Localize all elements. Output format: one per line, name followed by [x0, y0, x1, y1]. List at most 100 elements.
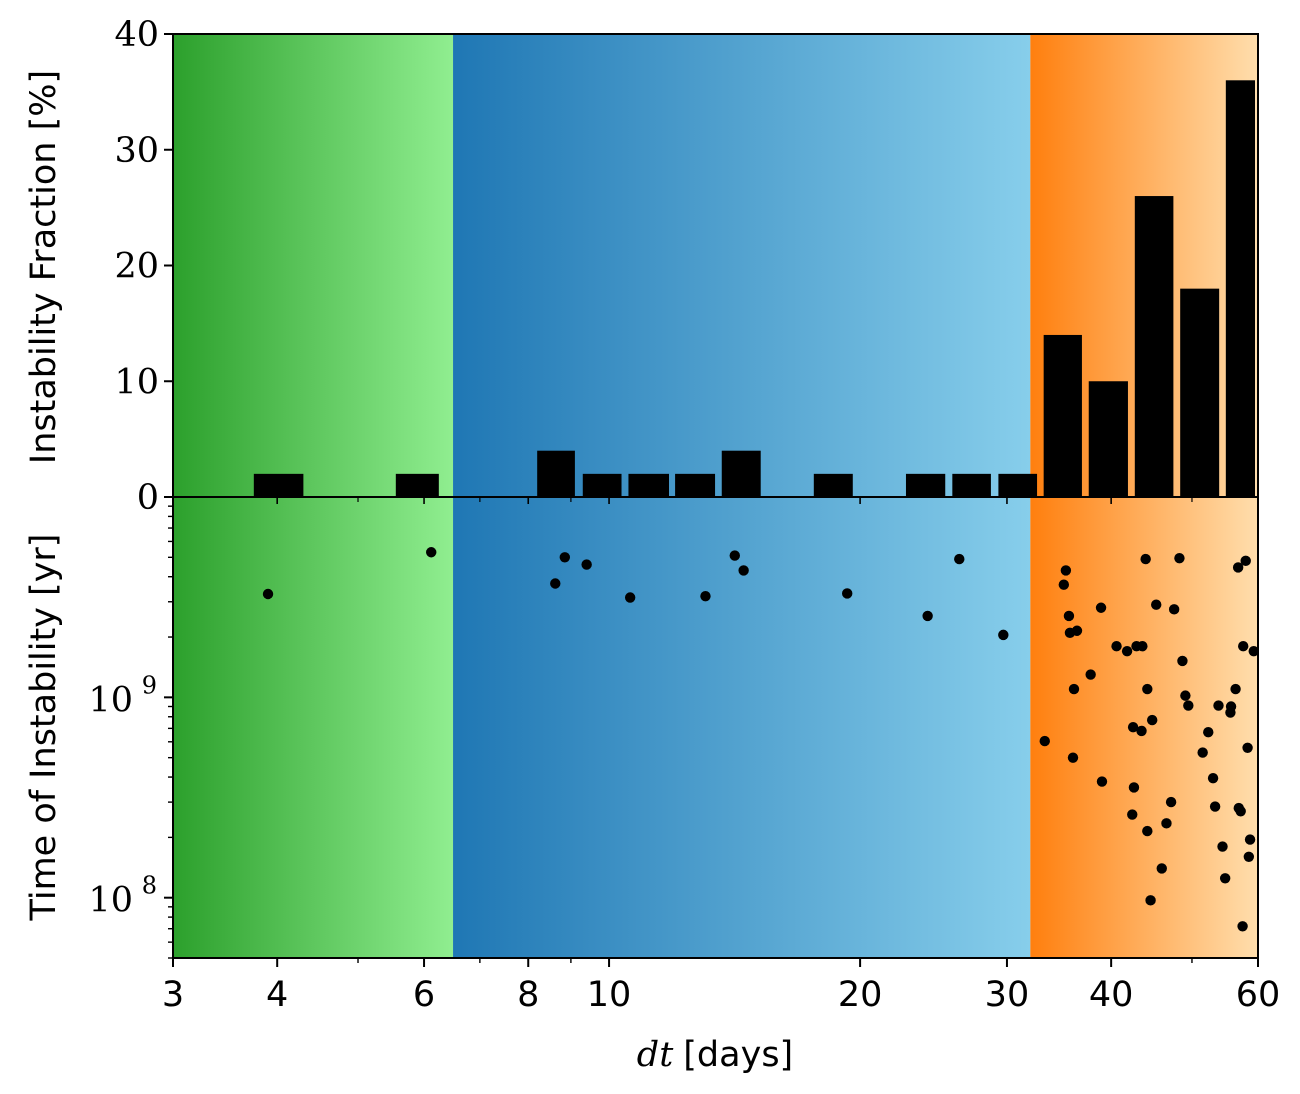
top-y-tick-label-20: 20	[114, 247, 159, 287]
color-bands-bottom	[173, 497, 1258, 958]
data-point-27	[1128, 782, 1140, 793]
data-point-49	[1209, 801, 1221, 812]
data-point-48	[1207, 772, 1219, 784]
data-point-30	[1136, 725, 1147, 737]
data-point-11	[954, 553, 965, 565]
axis-ticks: 0 10 20 30 40 10 8 10 9 3 4 6 8 10 20 30 40 60	[88, 15, 1280, 1015]
instability-time-points	[262, 547, 1259, 932]
data-point-21	[1085, 669, 1096, 680]
data-point-16	[1063, 610, 1075, 622]
bar-2	[537, 450, 575, 497]
bar-15	[1225, 80, 1255, 498]
top-y-tick-label-10: 10	[114, 362, 159, 402]
data-point-10	[922, 610, 933, 622]
bar-3	[582, 473, 622, 497]
bottom-y-axis-label: Time of Instability [yr]	[24, 534, 64, 922]
data-point-35	[1145, 895, 1156, 906]
data-point-36	[1146, 714, 1158, 726]
bar-7	[813, 473, 853, 497]
x-tick-label-4: 4	[266, 975, 288, 1015]
data-point-58	[1235, 806, 1246, 817]
data-point-9	[841, 588, 853, 599]
data-point-40	[1165, 796, 1177, 808]
x-tick-label-3: 3	[162, 975, 184, 1015]
data-point-44	[1180, 690, 1191, 701]
data-point-19	[1067, 752, 1079, 763]
data-point-56	[1232, 562, 1244, 573]
data-point-47	[1203, 726, 1214, 738]
bar-5	[675, 473, 716, 497]
data-point-3	[559, 552, 571, 563]
data-point-6	[700, 590, 711, 602]
data-point-65	[1248, 645, 1259, 657]
data-point-52	[1219, 873, 1231, 884]
data-point-32	[1140, 553, 1151, 565]
data-point-13	[1039, 735, 1050, 747]
data-point-64	[1244, 834, 1256, 845]
data-point-45	[1183, 700, 1194, 711]
x-tick-label-40: 40	[1089, 975, 1134, 1015]
data-point-50	[1213, 700, 1224, 711]
bar-13	[1134, 196, 1174, 498]
data-point-59	[1237, 921, 1248, 932]
data-point-7	[729, 550, 740, 561]
data-point-26	[1127, 721, 1139, 733]
x-axis-label: dt [days]	[637, 1035, 793, 1075]
bar-8	[905, 473, 946, 497]
data-point-5	[624, 592, 636, 603]
bar-11	[1043, 334, 1082, 497]
bar-6	[721, 450, 761, 497]
data-point-8	[738, 565, 749, 576]
data-point-20	[1071, 625, 1083, 636]
data-point-18	[1068, 683, 1080, 695]
x-tick-label-30: 30	[985, 975, 1030, 1015]
data-point-60	[1238, 641, 1249, 652]
bar-12	[1088, 381, 1128, 497]
data-point-61	[1240, 555, 1251, 567]
instability-fraction-bars	[253, 80, 1255, 498]
data-point-55	[1230, 683, 1241, 695]
bottom-y-tick-exponent: 9	[142, 671, 157, 699]
bottom-y-tick-label: 10	[88, 680, 133, 720]
data-point-62	[1242, 742, 1253, 753]
data-point-22	[1095, 602, 1107, 613]
data-point-46	[1197, 747, 1208, 758]
top-y-tick-label-40: 40	[114, 15, 159, 55]
data-point-43	[1177, 655, 1188, 667]
x-tick-label-8: 8	[517, 975, 539, 1015]
x-tick-label-6: 6	[413, 975, 435, 1015]
band-bottom-green	[173, 497, 454, 958]
data-point-38	[1156, 863, 1167, 874]
bar-0	[253, 473, 304, 497]
bar-4	[628, 473, 670, 497]
data-point-15	[1060, 565, 1072, 576]
data-point-14	[1058, 579, 1070, 590]
band-top-blue	[453, 34, 1031, 497]
data-point-23	[1096, 776, 1108, 787]
data-point-41	[1168, 604, 1180, 615]
x-axis-label-unit: [days]	[683, 1035, 793, 1075]
color-bands-top	[173, 34, 1258, 497]
data-point-25	[1121, 645, 1133, 657]
bar-9	[952, 473, 991, 497]
x-tick-label-10: 10	[587, 975, 632, 1015]
bottom-y-tick-exponent: 8	[142, 872, 157, 900]
data-point-4	[581, 559, 592, 570]
data-point-0	[262, 588, 274, 600]
top-y-tick-label-0: 0	[137, 478, 159, 518]
x-axis-label-math: dt	[637, 1035, 674, 1075]
top-y-tick-label-30: 30	[114, 131, 159, 171]
data-point-34	[1142, 825, 1153, 837]
bar-1	[395, 473, 439, 497]
x-tick-label-60: 60	[1236, 975, 1281, 1015]
band-top-green	[173, 34, 454, 497]
data-point-2	[550, 578, 561, 589]
data-point-33	[1142, 683, 1153, 695]
bottom-y-tick-label: 10	[88, 881, 133, 921]
data-point-63	[1243, 851, 1255, 862]
data-point-12	[998, 629, 1009, 641]
top-y-axis-label: Instability Fraction [%]	[24, 70, 64, 464]
data-point-51	[1217, 841, 1228, 852]
data-point-1	[426, 547, 437, 558]
